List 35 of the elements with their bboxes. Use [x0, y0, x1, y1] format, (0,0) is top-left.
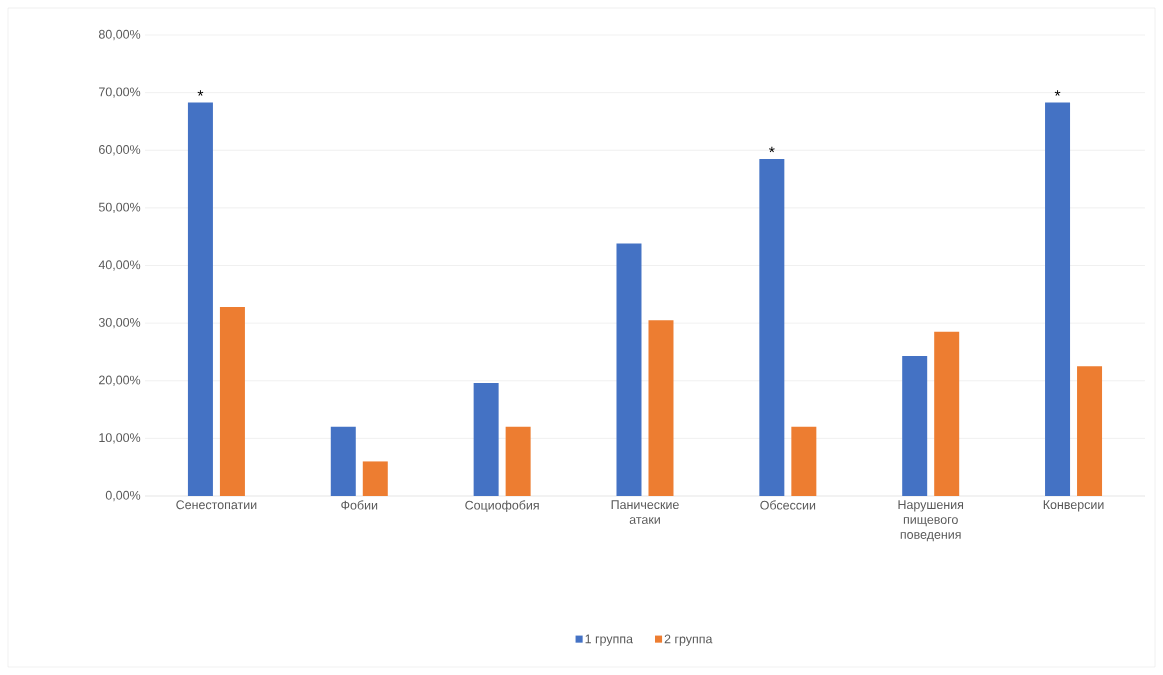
x-tick-label: Конверсии [1043, 500, 1104, 512]
x-tick-label: Фобии [341, 500, 378, 510]
bar [791, 426, 817, 496]
annotation: * [1054, 90, 1061, 96]
bar [330, 426, 356, 496]
bar [648, 320, 674, 496]
annotation: * [768, 146, 775, 153]
x-tick-label: Социофобия [465, 500, 539, 513]
x-tick-label: Сенестопатии [176, 500, 257, 510]
x-tick-label: Нарушения пищевого поведения [898, 500, 964, 542]
y-tick-label: 50,00% [98, 202, 141, 214]
y-tick-label: 80,00% [98, 29, 141, 41]
y-tick-label: 70,00% [99, 87, 141, 98]
y-tick-label: 30,00% [98, 317, 141, 329]
bar [934, 331, 960, 496]
legend-label: 2 группа [664, 634, 713, 646]
bar [219, 306, 245, 496]
bar [902, 355, 928, 496]
y-tick-label: 40,00% [98, 260, 141, 271]
annotation: * [197, 90, 204, 96]
y-tick-label: 0,00% [105, 490, 141, 502]
bar [1077, 366, 1103, 496]
bar [362, 461, 388, 496]
legend-label: 1 группа [585, 634, 634, 646]
x-tick-label: Панические атаки [611, 500, 679, 524]
bar [616, 243, 642, 496]
bar [473, 383, 499, 496]
y-tick-label: 60,00% [99, 145, 141, 156]
bar [505, 426, 531, 496]
x-tick-label: Обсессии [760, 500, 816, 510]
bar [759, 158, 785, 496]
y-tick-label: 10,00% [99, 433, 141, 444]
y-tick-label: 20,00% [99, 375, 141, 386]
bar [1045, 102, 1071, 496]
bar [187, 102, 213, 496]
